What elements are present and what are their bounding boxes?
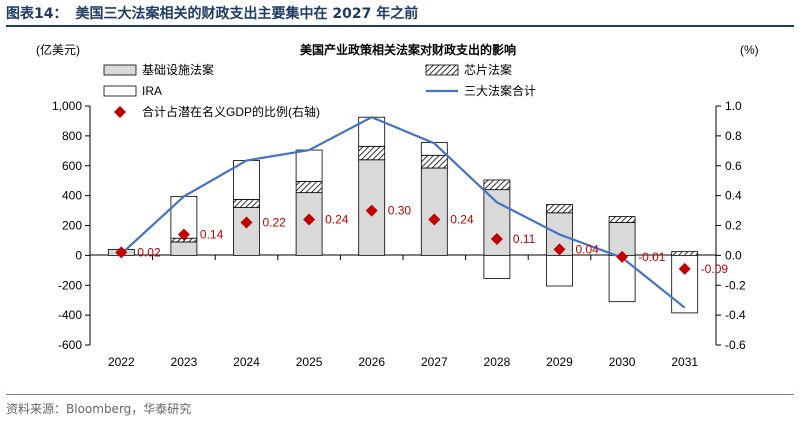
y2-tick-label: 0.2 [725, 219, 742, 233]
x-tick-label: 2029 [546, 355, 573, 369]
y-tick-label: 600 [62, 159, 82, 173]
gdp-ratio-label: 0.14 [200, 227, 224, 241]
legend-swatch-infrastructure [103, 64, 137, 76]
bar-infrastructure [483, 189, 511, 256]
legend-swatch-chips [425, 64, 459, 76]
y2-tick-label: -0.2 [725, 278, 746, 292]
x-tick-label: 2026 [358, 355, 385, 369]
bar-infrastructure [233, 207, 260, 256]
y-tick-label: 200 [62, 219, 82, 233]
gdp-ratio-point [616, 250, 629, 263]
gdp-ratio-label: -0.01 [638, 250, 666, 264]
bar-ira [233, 160, 260, 200]
gdp-ratio-point [365, 204, 378, 217]
bar-ira-negative [608, 254, 636, 303]
y-tick-label: 800 [62, 129, 82, 143]
title-rule [6, 25, 794, 27]
y2-tick-label: 0.0 [725, 248, 742, 262]
total-line [120, 115, 686, 309]
y-tick-label: -200 [58, 278, 82, 292]
gdp-ratio-point [428, 213, 441, 226]
gdp-ratio-point [490, 232, 503, 245]
x-tick-label: 2027 [421, 355, 448, 369]
legend-label: 芯片法案 [464, 62, 512, 77]
gdp-ratio-point [678, 262, 691, 275]
y2-tick-label: 0.4 [725, 189, 742, 203]
bar-chips [608, 216, 636, 223]
y-tick-label: 400 [62, 189, 82, 203]
legend-swatch-gdp-diamond [114, 106, 126, 118]
x-tick-label: 2023 [171, 355, 198, 369]
gdp-ratio-point [177, 228, 190, 241]
bar-ira [295, 149, 323, 182]
y2-tick-label: 1.0 [725, 99, 742, 113]
legend-label: 合计占潜在名义GDP的比例(右轴) [142, 104, 320, 119]
y2-tick-label: -0.4 [725, 308, 746, 322]
legend-label: IRA [142, 84, 162, 98]
gdp-ratio-label: 0.24 [325, 213, 349, 227]
figure-label: 图表14： [6, 6, 68, 22]
bar-ira-negative [546, 254, 573, 287]
x-tick-label: 2022 [108, 355, 135, 369]
gdp-ratio-label: 0.02 [137, 245, 161, 259]
x-tick-label: 2025 [296, 355, 323, 369]
gdp-ratio-label: 0.22 [263, 216, 287, 230]
y-tick-label: 0 [75, 248, 82, 262]
gdp-ratio-point [115, 246, 128, 259]
gdp-ratio-point [240, 216, 253, 229]
legend-label: 基础设施法案 [142, 62, 214, 77]
bar-chips [295, 181, 323, 194]
x-tick-label: 2028 [484, 355, 511, 369]
gdp-ratio-label: 0.30 [388, 204, 412, 218]
legend-swatch-ira [103, 85, 137, 97]
x-tick-label: 2031 [671, 355, 698, 369]
y2-tick-label: 0.8 [725, 129, 742, 143]
y-axis-label: (亿美元) [36, 42, 80, 57]
bar-chips [671, 251, 699, 256]
bar-chips [546, 204, 573, 214]
bar-chips [358, 145, 386, 161]
figure-title-text: 美国三大法案相关的财政支出主要集中在 2027 年之前 [75, 6, 419, 22]
y2-tick-label: -0.6 [725, 338, 746, 352]
bar-infrastructure [420, 167, 448, 256]
legend-label: 三大法案合计 [464, 83, 536, 98]
y2-axis-label: (%) [740, 43, 759, 57]
bar-infrastructure [608, 222, 636, 256]
gdp-ratio-label: 0.04 [576, 242, 600, 256]
gdp-ratio-label: -0.09 [701, 262, 729, 276]
source-rule [6, 394, 794, 395]
chart-title: 美国产业政策相关法案对财政支出的影响 [300, 42, 516, 57]
gdp-ratio-point [303, 213, 316, 226]
source-note: 资料来源：Bloomberg，华泰研究 [6, 402, 192, 416]
x-tick-label: 2030 [609, 355, 636, 369]
gdp-ratio-label: 0.11 [513, 232, 536, 246]
figure-title: 图表14： 美国三大法案相关的财政支出主要集中在 2027 年之前 [6, 3, 418, 23]
x-tick-label: 2024 [233, 355, 260, 369]
y2-tick-label: 0.6 [725, 159, 742, 173]
bar-infrastructure [170, 241, 198, 256]
bar-chips [420, 154, 448, 169]
bar-ira-negative [483, 254, 511, 279]
y-tick-label: -600 [58, 338, 82, 352]
bar-chips [483, 179, 511, 191]
y-tick-label: 1,000 [52, 99, 82, 113]
gdp-ratio-label: 0.24 [450, 213, 474, 227]
y-tick-label: -400 [58, 308, 82, 322]
bar-chips [233, 198, 260, 208]
gdp-ratio-point [553, 243, 566, 256]
